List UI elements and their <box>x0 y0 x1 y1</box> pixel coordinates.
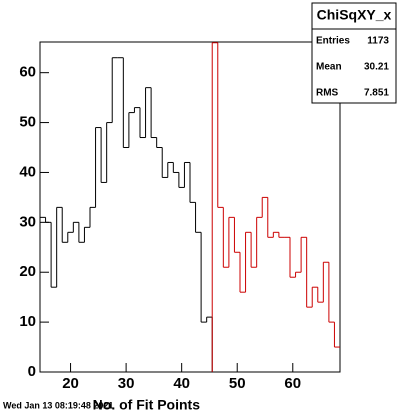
y-tick-label: 30 <box>19 213 36 230</box>
x-axis-label: No. of Fit Points <box>93 397 201 413</box>
x-tick-label: 20 <box>62 375 79 392</box>
stats-value: 7.851 <box>364 88 389 99</box>
x-tick-label: 60 <box>284 375 301 392</box>
x-tick-label: 50 <box>229 375 246 392</box>
y-tick-label: 10 <box>19 313 36 330</box>
stats-value: 1173 <box>367 36 389 47</box>
stats-label: Entries <box>316 36 350 47</box>
frame <box>39 41 341 373</box>
stats-box <box>311 2 397 104</box>
stats-title: ChiSqXY_x <box>317 7 392 23</box>
y-tick-label: 50 <box>19 114 36 131</box>
stats-label: Mean <box>316 62 342 73</box>
y-tick-label: 40 <box>19 163 36 180</box>
footer: Wed Jan 13 08:19:48 2021 <box>3 400 113 410</box>
y-tick-label: 0 <box>28 363 36 380</box>
y-tick-label: 20 <box>19 263 36 280</box>
stats-label: RMS <box>316 88 339 99</box>
stats-value: 30.21 <box>364 62 389 73</box>
x-tick-label: 40 <box>173 375 190 392</box>
x-tick-label: 30 <box>118 375 135 392</box>
y-tick-label: 60 <box>19 64 36 81</box>
